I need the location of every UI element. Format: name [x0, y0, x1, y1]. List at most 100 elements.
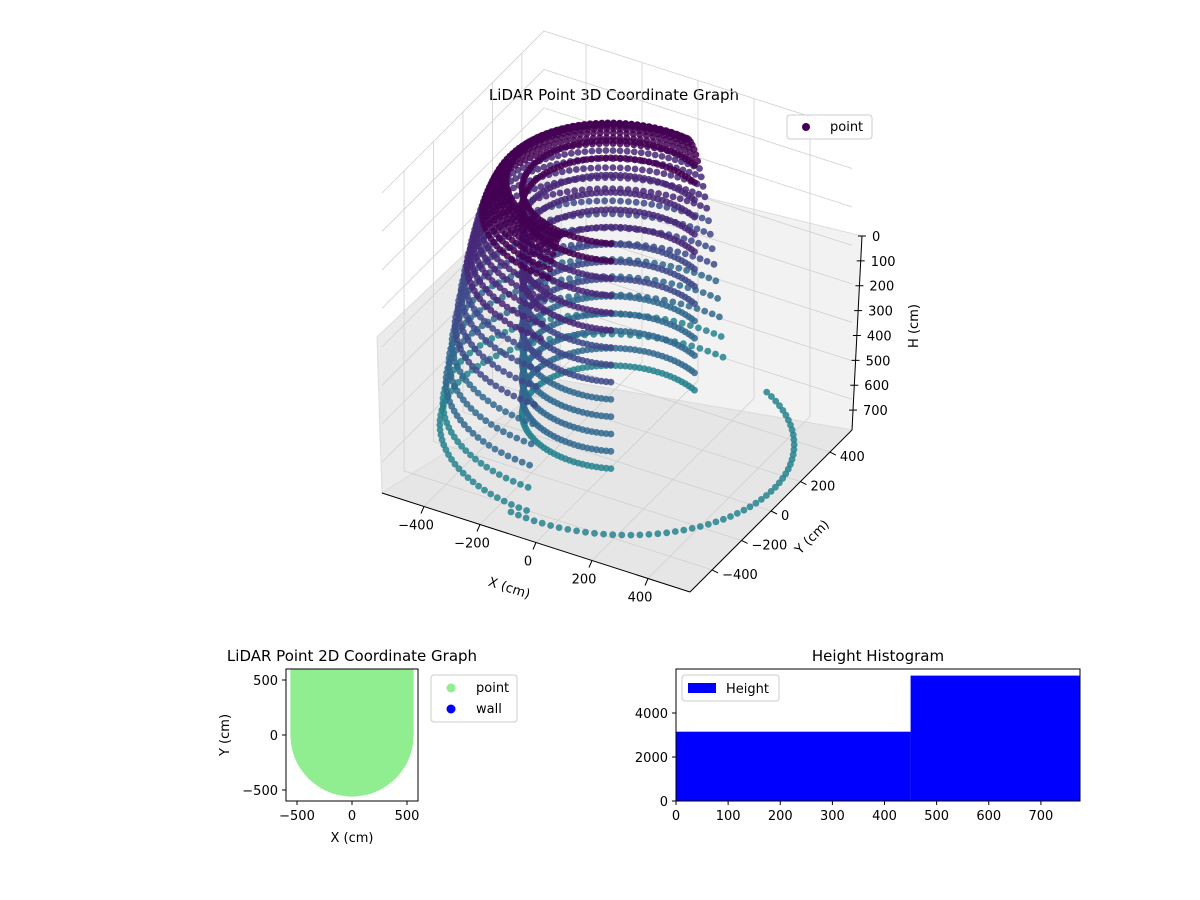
data-point [481, 486, 488, 494]
data-point [515, 511, 522, 519]
data-point [763, 388, 771, 396]
data-point [477, 413, 484, 421]
data-point [616, 147, 624, 155]
data-point [533, 269, 540, 277]
data-point [484, 397, 492, 405]
chart-3d-z-axis [851, 235, 863, 431]
data-point [475, 482, 482, 490]
data-point [688, 237, 695, 245]
data-point [676, 282, 684, 289]
y-tick-mark [741, 540, 748, 544]
data-point [489, 467, 497, 475]
y-tick-label: 0 [660, 795, 668, 810]
data-point [518, 377, 526, 385]
data-point [691, 196, 698, 204]
data-point [687, 322, 694, 329]
y-tick-label: 0 [270, 729, 278, 744]
data-point [436, 426, 444, 434]
data-point [775, 479, 783, 487]
data-point [655, 190, 662, 197]
x-tick-label: 0 [524, 555, 532, 570]
data-point [588, 147, 596, 155]
data-point [487, 421, 495, 428]
x-tick-label: −200 [454, 537, 490, 552]
data-point [464, 474, 472, 481]
data-point [703, 258, 711, 265]
data-point [602, 147, 610, 154]
data-point [507, 508, 515, 516]
data-point [474, 389, 482, 397]
data-point [638, 123, 646, 131]
data-point [696, 165, 703, 172]
data-point [524, 483, 532, 491]
data-point [681, 250, 689, 258]
data-point [593, 121, 601, 128]
data-point [491, 445, 499, 453]
data-point [644, 150, 652, 158]
data-point [733, 510, 741, 517]
data-point [458, 442, 465, 450]
data-point [524, 255, 532, 263]
grid-line-y [462, 112, 772, 512]
data-point [536, 253, 544, 260]
data-point [574, 149, 582, 156]
data-point [532, 318, 539, 325]
data-point [540, 307, 547, 315]
data-point [523, 507, 530, 514]
data-point [526, 315, 533, 323]
data-point [720, 515, 727, 523]
data-point [602, 223, 610, 231]
data-point [600, 530, 607, 538]
data-point [529, 420, 537, 428]
data-point [506, 346, 514, 354]
data-point [691, 334, 698, 342]
legend-marker-wall-2d [446, 704, 456, 714]
data-point [498, 300, 506, 308]
data-point [712, 518, 720, 526]
x-tick-label: −500 [279, 809, 315, 824]
data-point [533, 243, 541, 251]
data-point [504, 389, 511, 397]
data-point [484, 357, 492, 365]
data-point [621, 121, 629, 129]
data-point [479, 438, 487, 445]
data-point [500, 368, 507, 375]
data-point [617, 137, 624, 145]
data-point [582, 528, 589, 536]
data-point [494, 364, 502, 372]
data-point [491, 310, 499, 318]
data-point [518, 458, 526, 466]
data-point [790, 441, 798, 449]
data-point [790, 436, 798, 444]
legend-label-point-2d: point [476, 681, 509, 696]
z-tick-label: 300 [868, 305, 893, 320]
data-point [636, 531, 644, 539]
data-point [727, 513, 734, 520]
data-point [640, 199, 648, 207]
data-point [561, 151, 568, 158]
data-point [513, 282, 520, 290]
legend-label-wall-2d: wall [476, 702, 502, 717]
data-point [448, 456, 455, 463]
data-point [768, 393, 775, 400]
data-point [708, 245, 716, 253]
chart-3d-title: LiDAR Point 3D Coordinate Graph [489, 86, 739, 104]
data-point [501, 287, 508, 295]
data-point [617, 172, 624, 179]
y-tick-label: 400 [840, 450, 865, 465]
data-point [572, 166, 580, 173]
data-point [610, 120, 618, 128]
data-point [691, 248, 698, 256]
chart-3d-z-label: H (cm) [907, 304, 922, 348]
data-point [597, 223, 605, 231]
data-point [496, 347, 504, 355]
data-point [710, 330, 718, 337]
data-point [618, 531, 626, 539]
data-point [691, 179, 698, 186]
data-point [624, 164, 632, 172]
data-point [678, 319, 686, 327]
data-point [696, 255, 704, 263]
data-point [515, 414, 522, 422]
data-point [758, 496, 765, 503]
data-point [612, 154, 619, 162]
